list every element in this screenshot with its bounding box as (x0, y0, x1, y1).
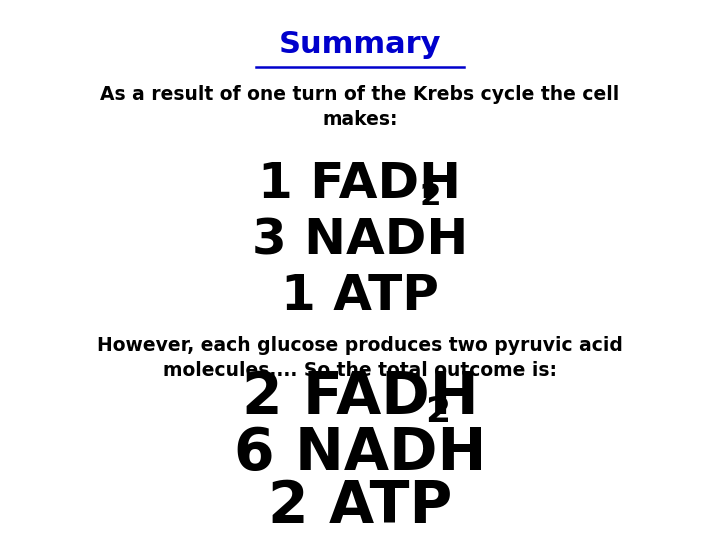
Text: 1 ATP: 1 ATP (281, 272, 439, 320)
Text: 2: 2 (426, 395, 451, 429)
Text: However, each glucose produces two pyruvic acid
molecules.... So the total outco: However, each glucose produces two pyruv… (97, 336, 623, 380)
Text: 2 ATP: 2 ATP (268, 478, 452, 535)
Text: 6 NADH: 6 NADH (234, 424, 486, 482)
Text: 2: 2 (419, 183, 441, 212)
Text: 1 FADH: 1 FADH (258, 160, 462, 208)
Text: 2 FADH: 2 FADH (242, 369, 478, 426)
Text: 3 NADH: 3 NADH (252, 216, 468, 264)
Text: Summary: Summary (279, 30, 441, 58)
Text: As a result of one turn of the Krebs cycle the cell
makes:: As a result of one turn of the Krebs cyc… (100, 85, 620, 129)
